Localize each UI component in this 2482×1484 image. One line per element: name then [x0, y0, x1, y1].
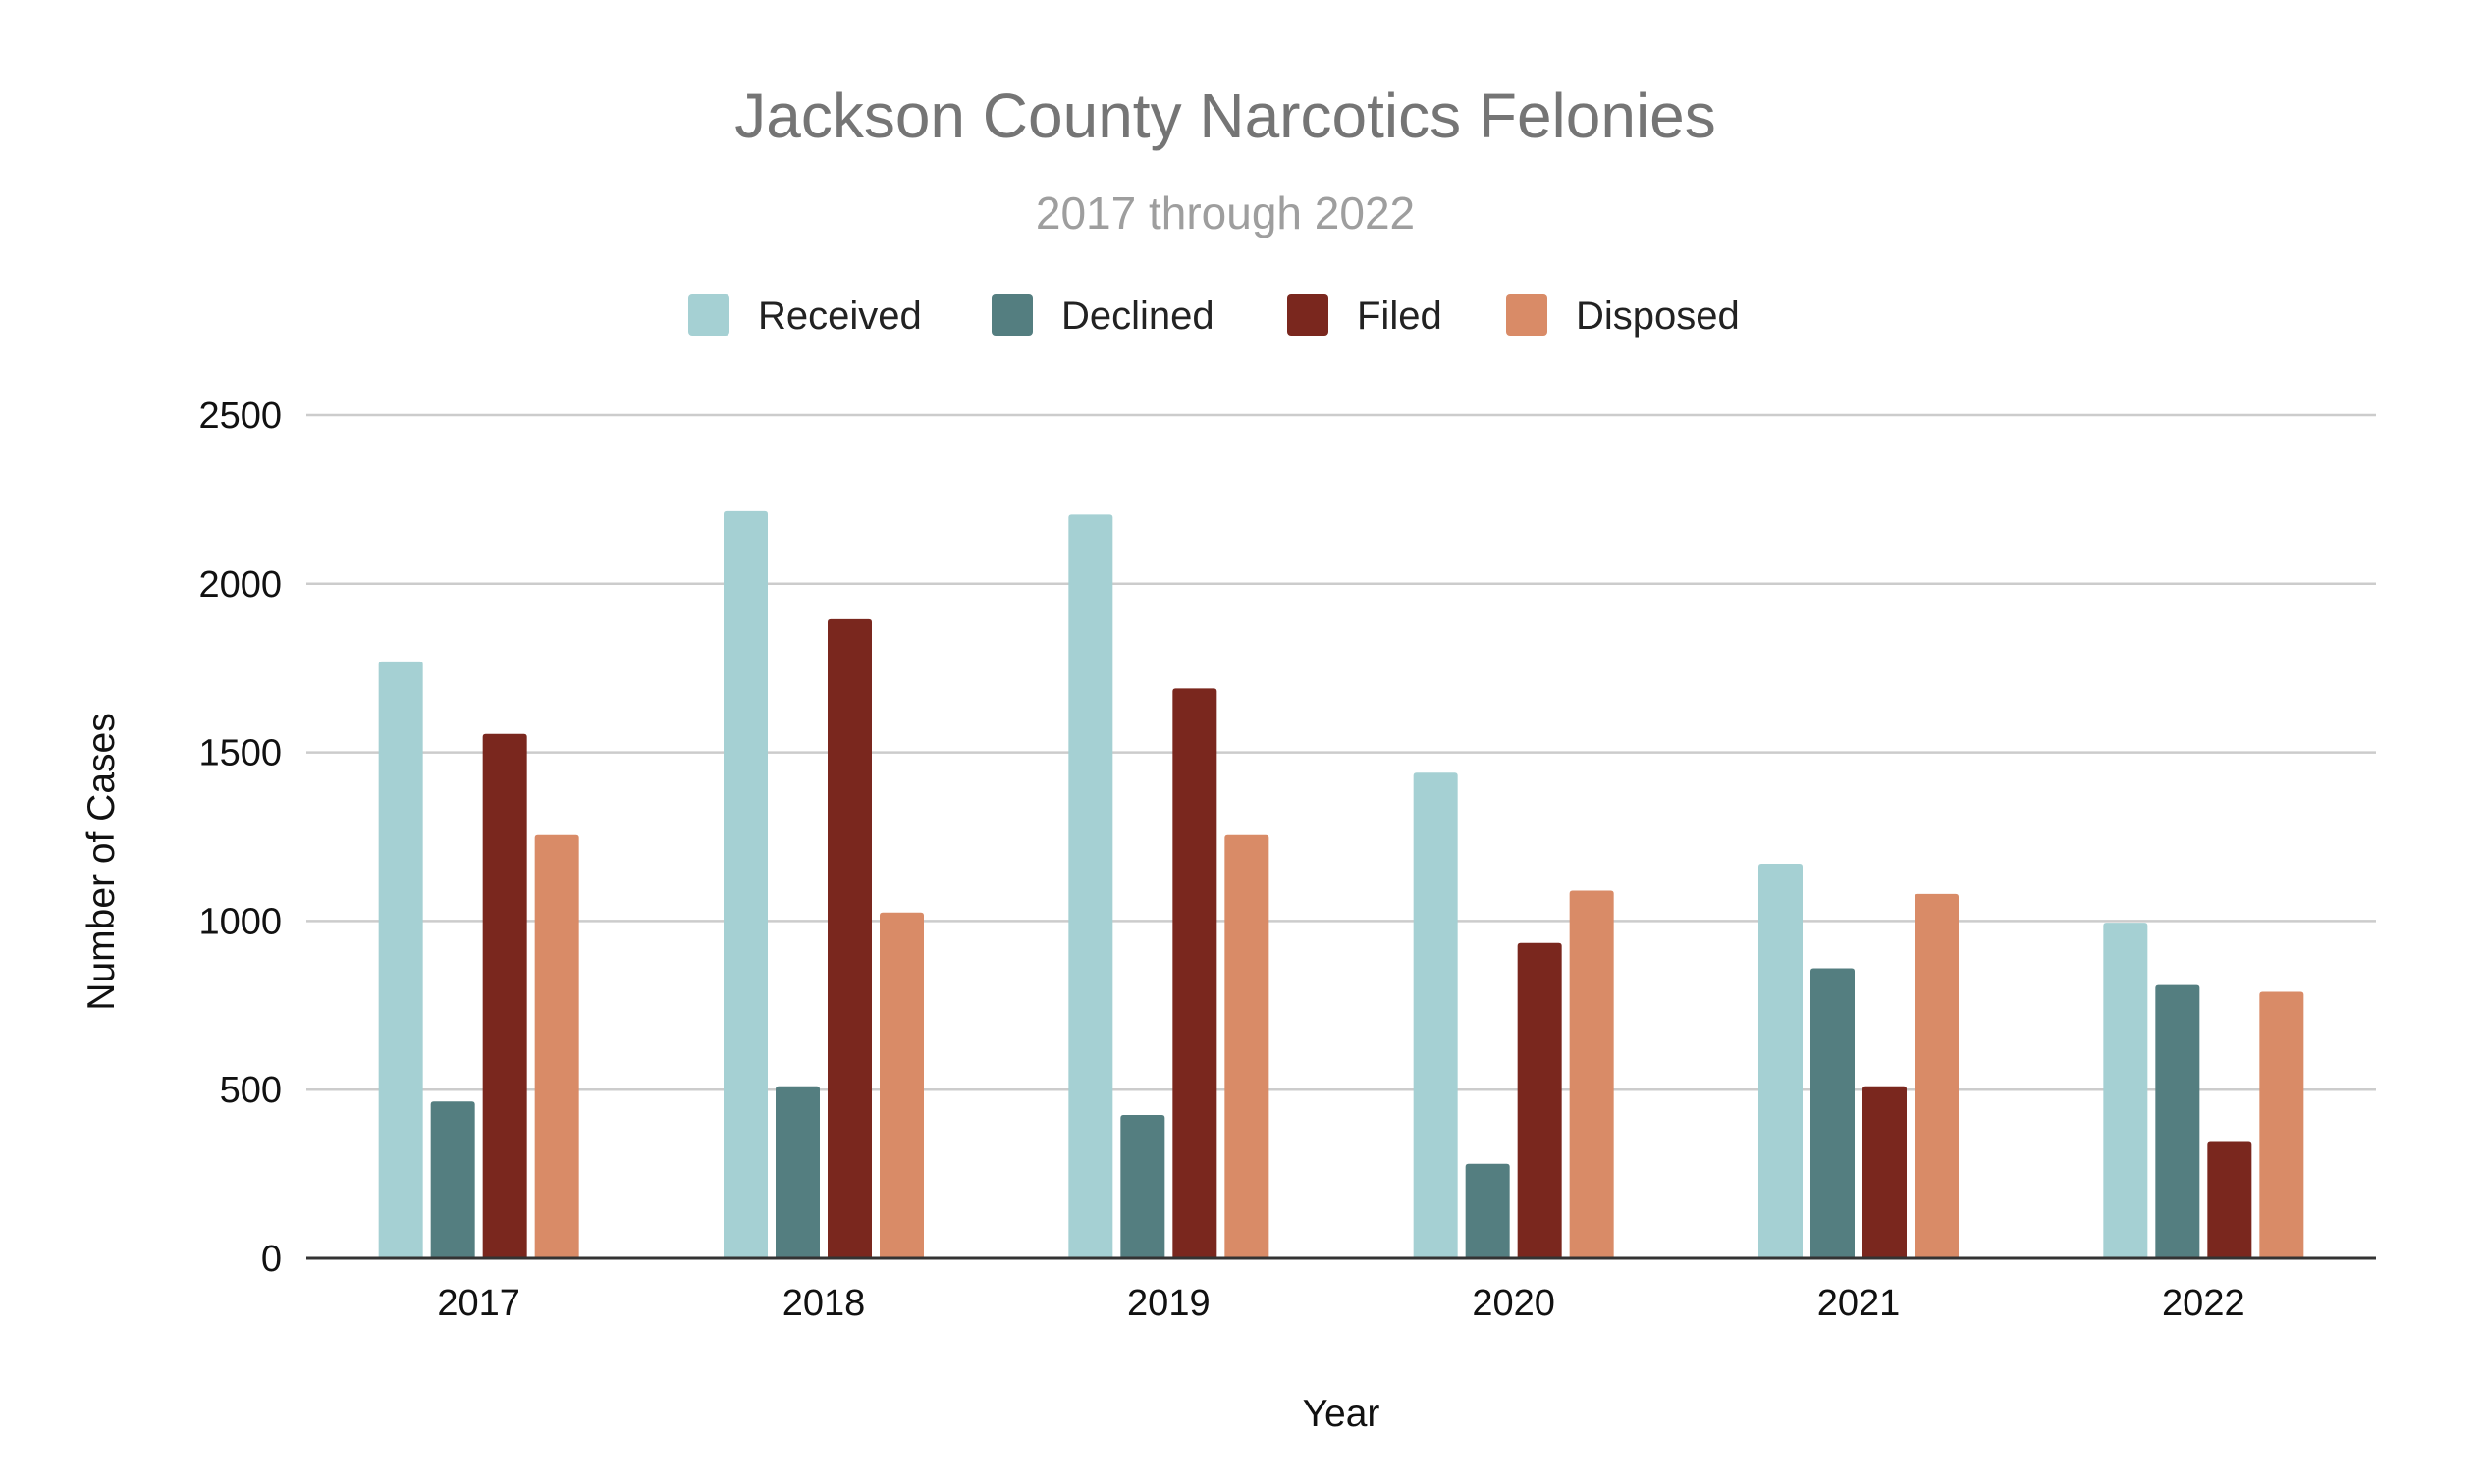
bar-received-2021 — [1758, 863, 1803, 1258]
legend-swatch-filed — [1287, 294, 1328, 336]
x-axis-ticks: 2017 2018 2019 2020 2021 2022 — [437, 1283, 2244, 1324]
bar-filed-2020 — [1517, 942, 1562, 1258]
legend-label-filed: Filed — [1357, 294, 1442, 338]
bar-received-2019 — [1068, 514, 1113, 1258]
x-tick-label: 2020 — [1472, 1283, 1555, 1324]
y-axis-ticks: 0 500 1000 1500 2000 2500 — [198, 396, 282, 1280]
y-tick-label: 1000 — [198, 901, 282, 942]
bar-received-2017 — [378, 661, 423, 1258]
x-axis-label: Year — [1303, 1393, 1380, 1435]
bar-declined-2021 — [1810, 968, 1855, 1258]
chart-subtitle: 2017 through 2022 — [1036, 187, 1415, 238]
legend-swatch-declined — [992, 294, 1033, 336]
bar-received-2018 — [724, 510, 768, 1258]
bar-filed-2019 — [1172, 688, 1217, 1258]
legend-swatch-received — [688, 294, 729, 336]
y-axis-label: Number of Cases — [81, 713, 123, 1010]
bars — [378, 510, 2304, 1258]
legend-label-disposed: Disposed — [1576, 294, 1740, 338]
x-tick-label: 2019 — [1127, 1283, 1211, 1324]
legend: Received Declined Filed Disposed — [688, 294, 1740, 338]
legend-label-declined: Declined — [1061, 294, 1214, 338]
bar-filed-2022 — [2207, 1141, 2252, 1258]
bar-filed-2017 — [482, 733, 527, 1258]
bar-declined-2020 — [1465, 1163, 1510, 1258]
bar-declined-2022 — [2155, 984, 2200, 1258]
bar-declined-2018 — [776, 1086, 820, 1258]
bar-disposed-2022 — [2259, 991, 2304, 1258]
bar-disposed-2020 — [1569, 890, 1614, 1258]
x-tick-label: 2017 — [437, 1283, 520, 1324]
bar-received-2020 — [1413, 772, 1458, 1258]
bar-disposed-2021 — [1915, 893, 1959, 1258]
y-tick-label: 0 — [261, 1239, 282, 1280]
x-tick-label: 2021 — [1817, 1283, 1901, 1324]
bar-disposed-2018 — [880, 912, 924, 1258]
bar-filed-2021 — [1862, 1086, 1907, 1258]
y-tick-label: 2000 — [198, 564, 282, 606]
x-tick-label: 2018 — [782, 1283, 866, 1324]
y-tick-label: 2500 — [198, 396, 282, 437]
bar-received-2022 — [2103, 923, 2148, 1258]
chart-title: Jackson County Narcotics Felonies — [734, 80, 1716, 151]
y-tick-label: 500 — [220, 1070, 282, 1111]
bar-declined-2017 — [430, 1101, 475, 1258]
bar-filed-2018 — [828, 618, 872, 1258]
bar-declined-2019 — [1120, 1114, 1165, 1258]
gridlines — [306, 413, 2376, 1091]
bar-disposed-2017 — [534, 834, 579, 1258]
bar-disposed-2019 — [1224, 834, 1269, 1258]
legend-swatch-disposed — [1506, 294, 1547, 336]
legend-label-received: Received — [758, 294, 922, 338]
y-tick-label: 1500 — [198, 733, 282, 774]
x-tick-label: 2022 — [2162, 1283, 2245, 1324]
